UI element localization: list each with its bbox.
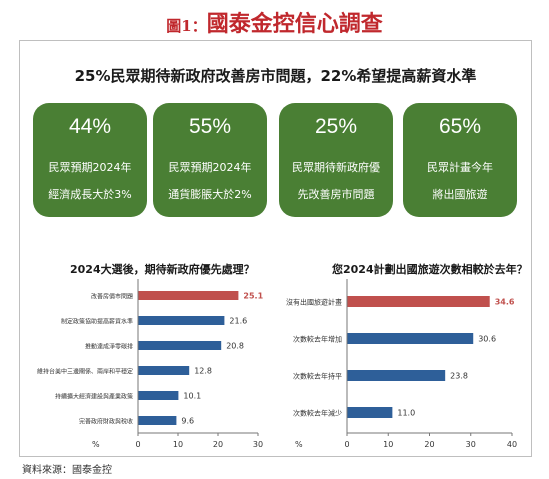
- bar: [138, 291, 239, 300]
- bar: [347, 370, 446, 381]
- category-label: 改善房價市問題: [91, 293, 133, 301]
- x-tick-label: 0: [135, 440, 140, 449]
- stat-card-line2: 經濟成長大於3%: [48, 188, 132, 201]
- x-tick-label: 20: [213, 440, 223, 449]
- bar: [138, 316, 225, 325]
- stat-card-pct: 25%: [314, 115, 358, 138]
- data-label: 11.0: [397, 409, 415, 418]
- category-label: 次數較去年減少: [293, 409, 342, 418]
- category-label: 沒有出國旅遊計畫: [286, 298, 342, 307]
- x-tick-label: 40: [507, 440, 517, 449]
- data-label: 25.1: [243, 292, 263, 301]
- stat-card-line1: 民眾期待新政府優: [292, 161, 380, 174]
- stat-card-line1: 民眾預期2024年: [48, 161, 132, 174]
- stat-card-line1: 民眾計畫今年: [427, 161, 493, 174]
- category-label: 推動達成淨零碳排: [85, 343, 133, 351]
- right-chart-title: 您2024計劃出國旅遊次數相較於去年？: [332, 263, 528, 276]
- category-label: 次數較去年持平: [293, 372, 342, 381]
- stat-card-pct: 65%: [438, 115, 482, 138]
- data-label: 10.1: [183, 392, 201, 401]
- x-tick-label: 30: [466, 440, 476, 449]
- stat-card-pct: 55%: [188, 115, 232, 138]
- data-label: 12.8: [194, 367, 212, 376]
- stat-card-travel: 65% 民眾計畫今年 將出國旅遊: [403, 103, 517, 217]
- x-tick-label: 0: [344, 440, 349, 449]
- left-chart-title: 2024大選後，期待新政府優先處理？: [70, 263, 255, 276]
- unit-label: %: [92, 440, 100, 449]
- stat-card-line2: 通貨膨脹大於2%: [168, 188, 252, 201]
- x-tick-label: 10: [383, 440, 393, 449]
- bar: [138, 416, 177, 425]
- bar: [138, 366, 190, 375]
- bar: [138, 391, 179, 400]
- category-label: 制定政策協助提高薪資水準: [61, 318, 133, 326]
- stat-card-housing: 25% 民眾期待新政府優 先改善房市問題: [279, 103, 393, 217]
- stat-card-line1: 民眾預期2024年: [168, 161, 252, 174]
- right-bar-chart: 沒有出國旅遊計畫 34.6 次數較去年增加 30.6 次數較去年持平 23.8 次數較去年減…: [286, 279, 517, 449]
- unit-label: %: [295, 440, 303, 449]
- left-bar-chart: 改善房價市問題 25.1 制定政策協助提高薪資水準 21.6 推動達成淨零碳排 20.8 維…: [37, 279, 264, 449]
- category-label: 次數較去年增加: [293, 335, 342, 344]
- headline: 25%民眾期待新政府改善房市問題，22%希望提高薪資水準: [74, 67, 477, 85]
- bar: [347, 407, 393, 418]
- stat-card-line2: 先改善房市問題: [297, 188, 375, 201]
- data-label: 9.6: [181, 417, 194, 426]
- category-label: 維持台美中三邊關係、兩岸和平穩定: [37, 368, 133, 376]
- data-label: 21.6: [229, 317, 247, 326]
- x-tick-label: 30: [253, 440, 263, 449]
- stat-card-line2: 將出國旅遊: [432, 188, 488, 201]
- stat-card-pct: 44%: [68, 115, 112, 138]
- bar: [347, 333, 474, 344]
- category-label: 完善政府財政與稅收: [79, 418, 133, 426]
- infographic-panel: 25%民眾期待新政府改善房市問題，22%希望提高薪資水準 44% 民眾預期202…: [19, 40, 532, 457]
- data-label: 23.8: [450, 372, 468, 381]
- x-tick-label: 20: [424, 440, 434, 449]
- bar: [347, 296, 490, 307]
- data-label: 30.6: [478, 335, 496, 344]
- data-label: 20.8: [226, 342, 244, 351]
- stat-card-growth: 44% 民眾預期2024年 經濟成長大於3%: [33, 103, 147, 217]
- figure-label: 圖1：: [166, 17, 207, 35]
- data-label: 34.6: [495, 298, 515, 307]
- category-label: 持續擴大經濟建設與產業政策: [55, 393, 133, 401]
- figure-title: 圖1：國泰金控信心調查: [0, 6, 549, 38]
- source-note: 資料來源：國泰金控: [22, 465, 112, 476]
- stat-card-inflation: 55% 民眾預期2024年 通貨膨脹大於2%: [153, 103, 267, 217]
- bar: [138, 341, 222, 350]
- figure-title-text: 國泰金控信心調查: [206, 11, 383, 37]
- x-tick-label: 10: [173, 440, 183, 449]
